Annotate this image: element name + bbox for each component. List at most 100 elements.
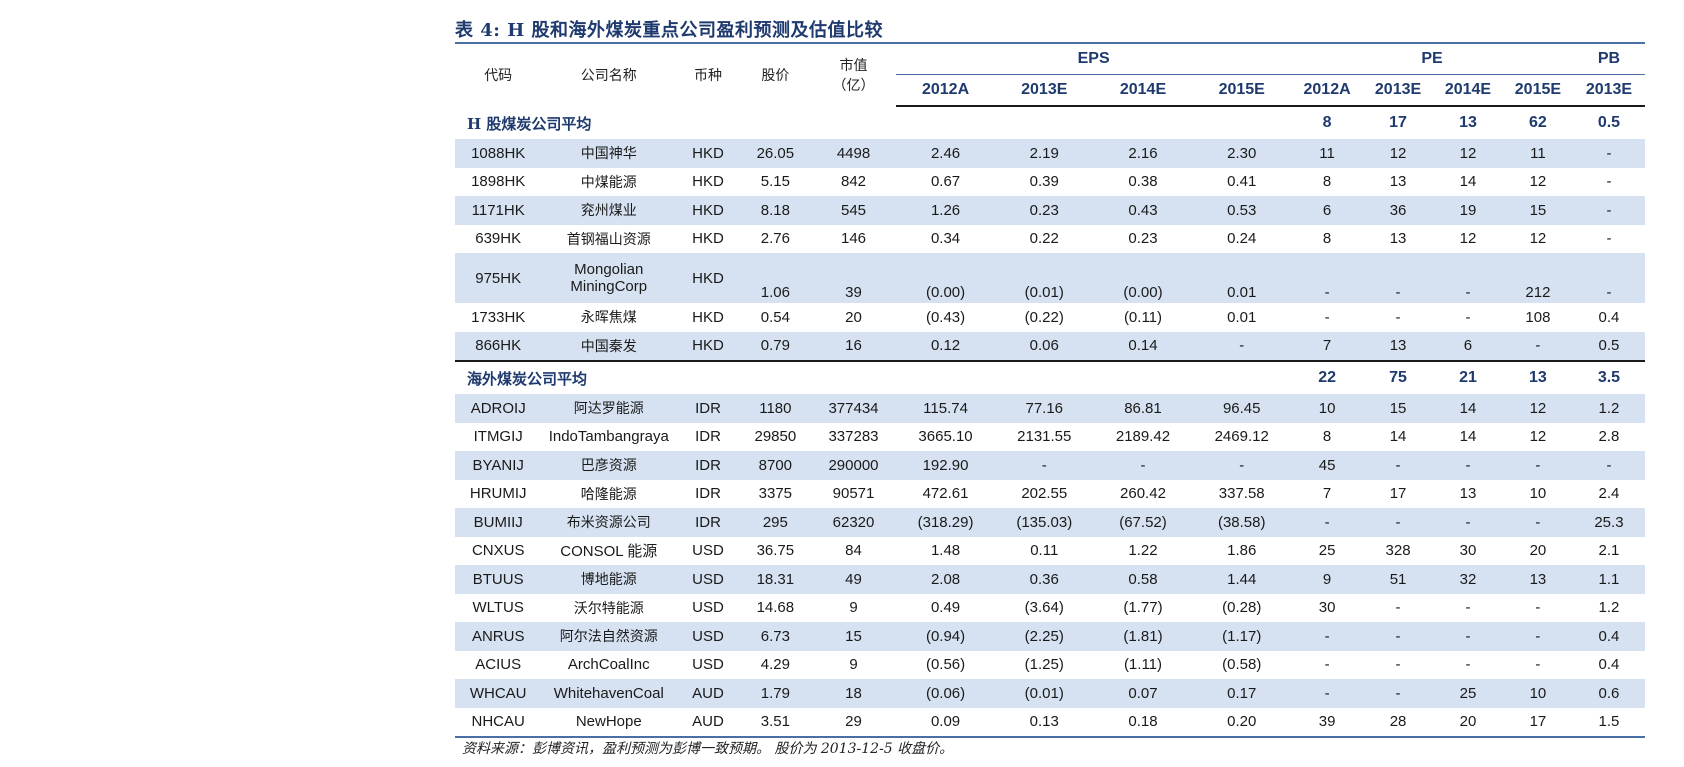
cell-company-name: 博地能源	[541, 565, 677, 594]
cell-currency: IDR	[676, 394, 740, 423]
cell-pe-2013e: -	[1395, 308, 1401, 326]
cell-pe-2013e: 12	[1363, 139, 1433, 168]
cell-company-name: 兖州煤业	[541, 196, 677, 225]
cell-market-cap: 9	[849, 599, 858, 617]
header-pe-year: 2013E	[1363, 74, 1433, 107]
section-average-value: 0.5	[1597, 114, 1621, 131]
cell-eps-2013e: 0.11	[1030, 542, 1059, 560]
cell-company-name: NewHope	[541, 707, 677, 738]
cell-pe-2013e: 328	[1385, 542, 1411, 560]
cell-pb-2013e: 1.5	[1572, 707, 1645, 738]
cell-market-cap: 545	[810, 196, 897, 225]
cell-market-cap: 29	[810, 707, 897, 738]
cell-eps-2012a: (318.29)	[896, 508, 995, 537]
cell-pe-2013e: -	[1363, 253, 1433, 303]
cell-price: 1.79	[739, 679, 811, 708]
cell-pb-2013e: 2.4	[1598, 485, 1620, 503]
cell-price: 2.76	[760, 230, 790, 248]
cell-eps-2013e: 0.06	[994, 331, 1094, 362]
cell-eps-2013e: 2131.55	[1017, 428, 1072, 446]
cell-eps-2012a: 0.09	[896, 707, 995, 738]
cell-eps-2014e: 0.14	[1093, 331, 1193, 362]
cell-eps-2012a: 0.34	[930, 230, 961, 248]
cell-pe-2013e: 28	[1363, 707, 1433, 738]
header-market-cap: 市值 （亿）	[832, 58, 875, 94]
cell-eps-2015e: 0.01	[1227, 308, 1257, 326]
header-eps-year: 2013E	[994, 74, 1094, 107]
cell-pe-2015e: -	[1535, 656, 1541, 674]
cell-eps-2014e: 86.81	[1093, 394, 1193, 423]
cell-pb-2013e: -	[1572, 451, 1645, 480]
cell-eps-2012a: 3665.10	[918, 428, 973, 446]
cell-eps-2013e: 202.55	[1021, 485, 1068, 503]
source-note: 资料来源：彭博资讯，盈利预测为彭博一致预期。 股价为 2013-12-5 收盘价…	[462, 741, 954, 757]
cell-eps-2013e: -	[994, 451, 1094, 480]
cell-price: 3375	[758, 485, 793, 503]
header-currency: 币种	[693, 68, 722, 84]
cell-eps-2013e: 0.39	[1029, 173, 1059, 191]
cell-pe-2015e: 11	[1502, 139, 1573, 168]
cell-market-cap: 39	[810, 253, 897, 303]
cell-market-cap: 146	[840, 230, 867, 248]
cell-company-name: 中国神华	[541, 139, 677, 168]
cell-currency: HKD	[676, 253, 740, 303]
cell-company-name: 布米资源公司	[541, 508, 677, 537]
header-code: 代码	[484, 68, 513, 84]
cell-pe-2014e: -	[1433, 451, 1503, 480]
cell-pe-2013e: 13	[1389, 173, 1407, 191]
cell-pb-2013e: 0.4	[1598, 308, 1620, 326]
cell-pe-2015e: 10	[1529, 485, 1547, 503]
cell-eps-2013e: 0.22	[1029, 230, 1059, 248]
cell-eps-2015e: 1.86	[1227, 542, 1257, 560]
section-average-value: 22	[1318, 369, 1336, 386]
cell-market-cap: 20	[845, 308, 862, 326]
cell-eps-2014e: 0.23	[1128, 230, 1158, 248]
cell-code: 1733HK	[471, 308, 526, 326]
cell-eps-2013e: 0.23	[994, 196, 1094, 225]
cell-eps-2015e: -	[1192, 331, 1292, 362]
cell-pb-2013e: 2.8	[1598, 428, 1620, 446]
cell-eps-2012a: (0.94)	[896, 622, 995, 651]
header-pe-year: 2012A	[1291, 74, 1364, 107]
cell-price: 4.29	[760, 656, 790, 674]
cell-pe-2014e: 13	[1459, 485, 1477, 503]
cell-pb-2013e: -	[1572, 253, 1645, 303]
cell-pe-2012a: 45	[1291, 451, 1364, 480]
cell-pe-2012a: 30	[1318, 599, 1336, 617]
cell-pe-2013e: -	[1363, 508, 1433, 537]
cell-eps-2015e: -	[1192, 451, 1292, 480]
cell-market-cap: 842	[840, 173, 867, 191]
cell-eps-2014e: 1.22	[1128, 542, 1158, 560]
cell-pe-2012a: -	[1291, 679, 1364, 708]
cell-pe-2015e: 12	[1529, 428, 1547, 446]
cell-pe-2012a: -	[1324, 656, 1330, 674]
cell-currency: USD	[676, 622, 740, 651]
cell-market-cap: 337283	[828, 428, 879, 446]
cell-company-name: 沃尔特能源	[573, 600, 644, 617]
cell-code: NHCAU	[455, 707, 542, 738]
cell-eps-2012a: (0.00)	[896, 253, 995, 303]
cell-pe-2015e: 212	[1502, 253, 1573, 303]
table-row: BUMIIJ 布米资源公司 IDR 295 62320 (318.29) (135.03)(…	[455, 508, 1645, 537]
table-row: 1733HK 永晖焦煤 HKD 0.54 20 (0.43) (0.22) (0.11) 0.0…	[455, 303, 1645, 332]
cell-market-cap: 18	[810, 679, 897, 708]
cell-company-name: 哈隆能源	[580, 486, 637, 503]
section-average-value: 13	[1459, 114, 1477, 131]
cell-code: 639HK	[475, 230, 522, 248]
cell-pe-2012a: -	[1324, 308, 1330, 326]
cell-eps-2012a: (0.43)	[925, 308, 966, 326]
cell-code: ITMGIJ	[473, 428, 523, 446]
cell-pb-2013e: -	[1572, 139, 1645, 168]
cell-pe-2014e: 12	[1459, 230, 1477, 248]
cell-pb-2013e: 0.6	[1572, 679, 1645, 708]
section-average-value: 17	[1389, 114, 1407, 131]
cell-price: 1180	[739, 394, 811, 423]
table-row: 1171HK 兖州煤业 HKD 8.18 545 1.26 0.23 0.43 0.53 6 36 1…	[455, 196, 1645, 225]
cell-code: ACIUS	[475, 656, 522, 674]
cell-eps-2013e: (0.01)	[994, 253, 1094, 303]
title-rule	[455, 42, 1645, 44]
cell-code: BYANIJ	[455, 451, 542, 480]
cell-pe-2012a: 10	[1291, 394, 1364, 423]
cell-eps-2014e: 2189.42	[1115, 428, 1171, 446]
cell-market-cap: 62320	[810, 508, 897, 537]
